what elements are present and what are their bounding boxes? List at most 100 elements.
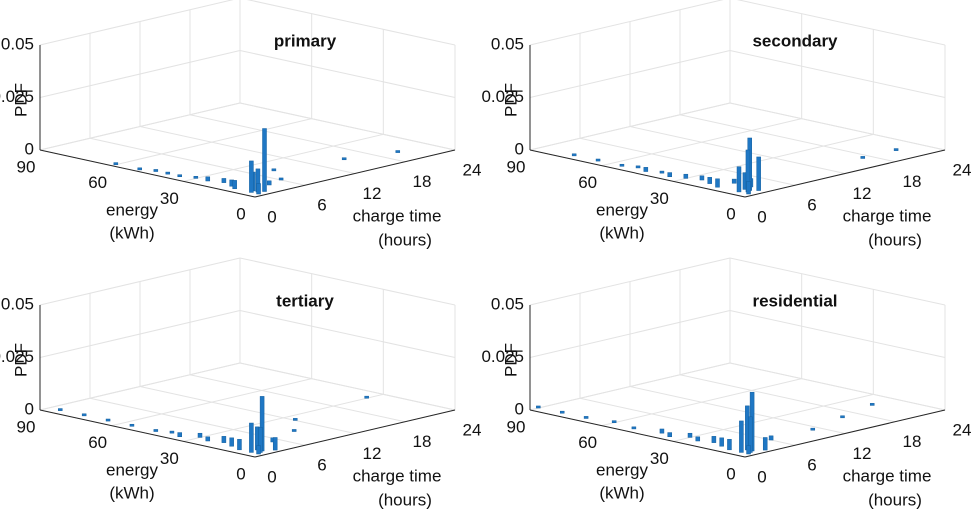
x-tick-label: 30 — [160, 449, 179, 468]
x-axis-label: energy — [596, 460, 648, 479]
grid-line — [239, 257, 456, 306]
bar — [205, 176, 211, 182]
y-tick-label: 24 — [953, 420, 972, 439]
z-tick-label: 0.025 — [0, 87, 34, 106]
grid-line — [139, 126, 356, 174]
z-tick-label: 0.05 — [491, 294, 524, 313]
x-tick-label: 90 — [507, 157, 526, 176]
grid-line — [729, 310, 946, 358]
bar — [635, 165, 641, 169]
grid-line — [239, 50, 456, 98]
y-tick-label: 18 — [413, 172, 432, 191]
z-tick-label: 0.05 — [491, 34, 524, 53]
bar — [860, 156, 866, 159]
bar — [659, 170, 665, 174]
grid-line — [579, 397, 796, 446]
y-tick-label: 6 — [807, 456, 816, 475]
chart-title: tertiary — [276, 291, 334, 310]
grid-line — [239, 310, 456, 358]
bar — [105, 418, 111, 422]
y-tick-label: 0 — [267, 207, 276, 226]
bar — [113, 162, 119, 165]
y-axis-label: charge time — [353, 206, 442, 225]
z-tick-label: 0 — [25, 139, 34, 158]
bar — [193, 176, 199, 179]
x-axis-label: energy — [596, 200, 648, 219]
bar — [249, 422, 254, 453]
grid-line — [529, 0, 724, 46]
x-axis-label: energy — [106, 200, 158, 219]
y-tick-label: 6 — [317, 196, 326, 215]
grid-line — [189, 374, 406, 423]
x-tick-label: 60 — [88, 173, 107, 192]
bar — [256, 183, 261, 195]
bar — [840, 415, 845, 419]
bar — [762, 437, 768, 451]
x-tick-label: 60 — [578, 173, 597, 192]
y-axis-label: (hours) — [868, 230, 922, 249]
x-tick-label: 0 — [726, 204, 735, 223]
bar — [746, 181, 751, 195]
z-tick-label: 0 — [515, 139, 524, 158]
bar — [169, 430, 175, 434]
bar — [364, 395, 369, 399]
grid-line — [39, 362, 241, 411]
y-tick-label: 12 — [853, 444, 872, 463]
grid-line — [39, 257, 241, 306]
bar — [727, 439, 732, 451]
bar — [177, 174, 182, 178]
grid-line — [529, 362, 731, 411]
grid-line — [679, 374, 896, 423]
y-tick-label: 24 — [463, 160, 482, 179]
bar — [237, 439, 242, 451]
bar — [197, 432, 203, 438]
y-tick-label: 12 — [853, 184, 872, 203]
grid-line — [529, 310, 731, 358]
grid-line — [729, 50, 946, 98]
bar — [536, 405, 541, 409]
bar — [643, 167, 649, 172]
y-tick-label: 6 — [807, 196, 816, 215]
grid-line — [529, 50, 731, 98]
grid-line — [729, 257, 946, 306]
bar — [205, 436, 211, 442]
bar — [683, 173, 689, 179]
bar — [291, 429, 297, 432]
bar — [768, 435, 774, 441]
bar — [272, 437, 278, 451]
x-axis-label: (kWh) — [109, 483, 154, 502]
grid-line — [246, 0, 456, 46]
bar — [129, 423, 135, 427]
grid-line — [529, 257, 731, 306]
bar — [395, 150, 401, 153]
y-tick-label: 6 — [317, 456, 326, 475]
y-tick-label: 0 — [757, 467, 766, 486]
bar — [153, 169, 159, 172]
chart-title: residential — [752, 291, 837, 310]
x-tick-label: 90 — [17, 417, 36, 436]
bar — [293, 418, 298, 421]
z-tick-label: 0 — [25, 399, 34, 418]
bar — [687, 432, 693, 438]
z-tick-label: 0.05 — [1, 294, 34, 313]
bar — [756, 156, 761, 191]
bar — [232, 180, 237, 190]
chart-title: primary — [274, 31, 337, 50]
bar — [595, 158, 601, 162]
bar — [278, 177, 284, 181]
bar — [583, 416, 589, 419]
bar — [707, 177, 712, 184]
bar — [893, 148, 899, 151]
x-axis-label: (kWh) — [109, 223, 154, 242]
bar — [869, 403, 875, 406]
bar — [739, 420, 744, 453]
y-axis — [744, 409, 946, 458]
z-tick-label: 0.025 — [481, 87, 524, 106]
grid-line — [239, 362, 456, 411]
z-axis-label: PDF — [11, 343, 30, 377]
y-axis-label: charge time — [843, 206, 932, 225]
y-axis — [254, 409, 456, 458]
bar — [695, 436, 701, 442]
bar — [221, 436, 227, 443]
